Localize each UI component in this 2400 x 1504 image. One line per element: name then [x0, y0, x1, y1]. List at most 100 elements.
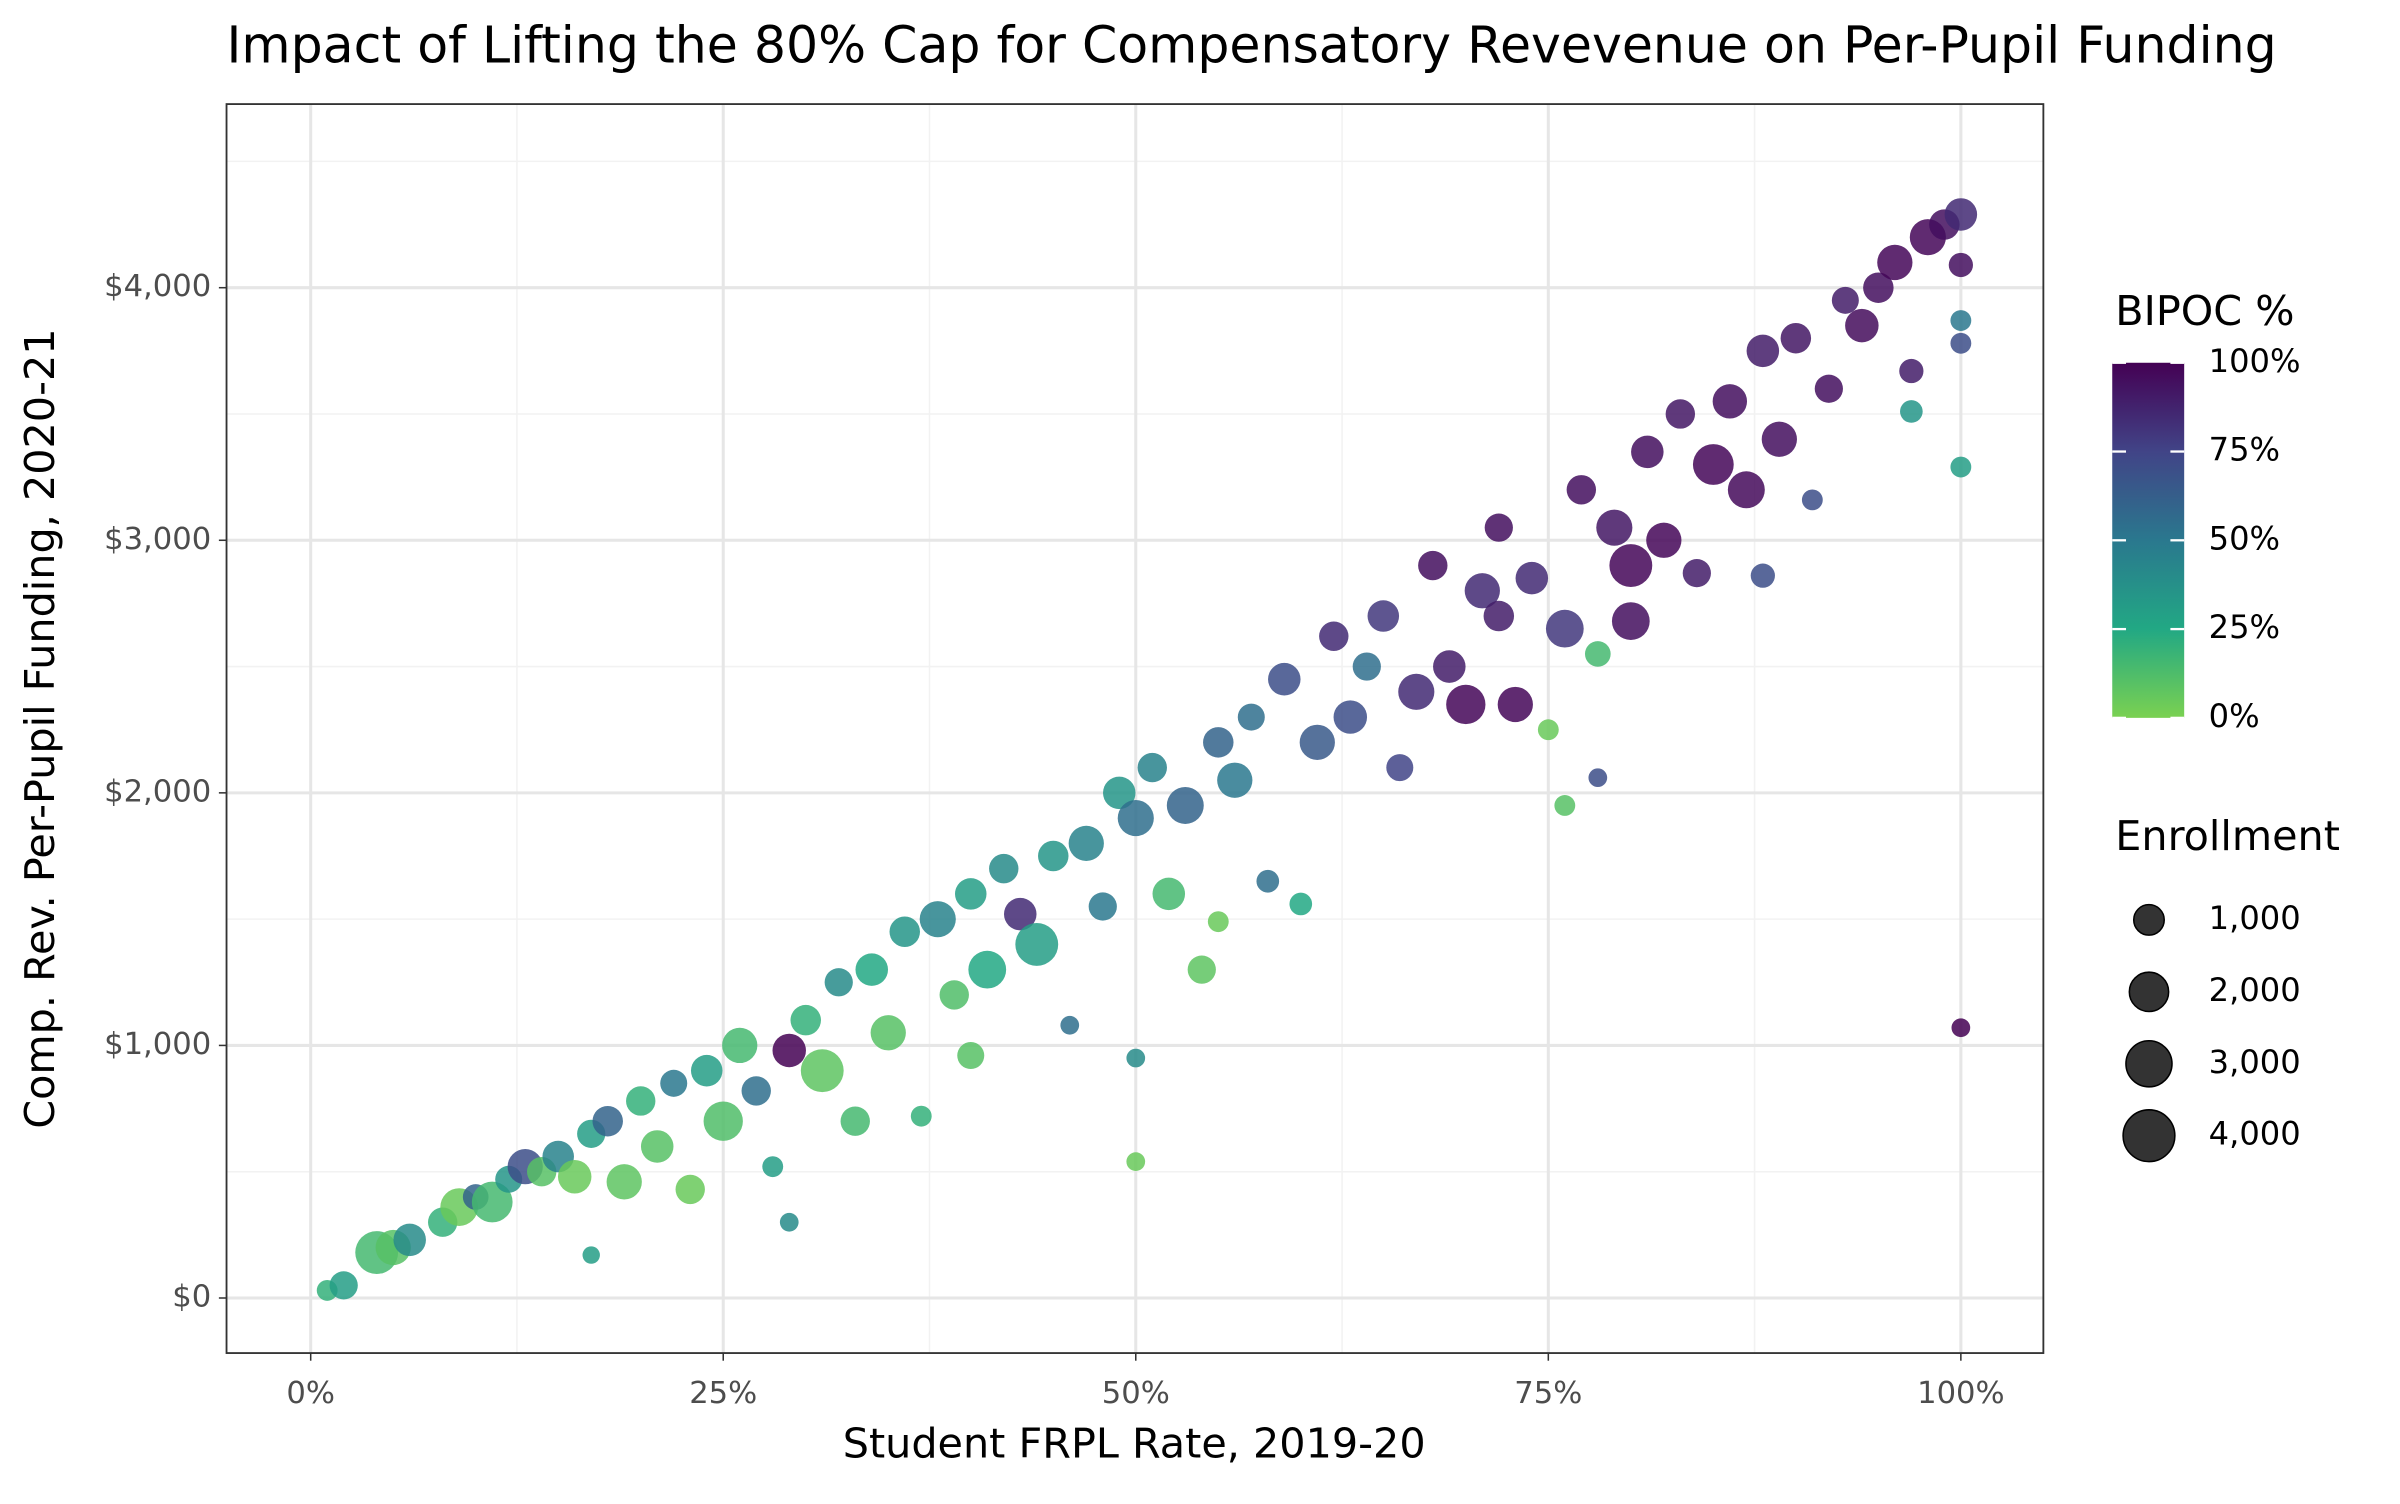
point [1464, 573, 1500, 609]
point [840, 1106, 870, 1136]
point [1433, 650, 1466, 683]
point [1015, 922, 1059, 966]
size-legend-circle [2125, 1039, 2173, 1088]
point [1609, 544, 1653, 587]
point [1831, 286, 1859, 314]
point [557, 1160, 592, 1194]
point [471, 1181, 513, 1223]
point [1333, 700, 1368, 734]
point [1554, 795, 1576, 816]
point [1900, 400, 1923, 423]
point [1386, 754, 1414, 782]
point [954, 878, 987, 910]
point [800, 1049, 844, 1093]
size-legend-circle [2122, 1109, 2176, 1163]
point [1584, 641, 1611, 667]
y-tick-label: $4,000 [104, 269, 211, 304]
point [1217, 762, 1253, 798]
point [1545, 609, 1584, 648]
point [1948, 252, 1973, 278]
point [1950, 456, 1972, 478]
y-tick-label: $2,000 [104, 774, 211, 809]
point [1418, 550, 1448, 581]
point [772, 1033, 806, 1068]
size-legend-label: 3,000 [2209, 1043, 2301, 1081]
point [690, 1054, 723, 1087]
x-tick-label: 25% [689, 1376, 757, 1411]
point [393, 1223, 426, 1257]
point [1319, 621, 1349, 651]
point [1117, 800, 1154, 837]
point [1299, 724, 1335, 760]
point [762, 1156, 784, 1178]
point [1289, 892, 1313, 916]
point [1899, 358, 1924, 384]
chart-title: Impact of Lifting the 80% Cap for Compen… [227, 15, 2277, 74]
point [968, 950, 1007, 989]
color-legend-title: BIPOC % [2115, 287, 2294, 335]
color-legend-label: 0% [2209, 697, 2260, 735]
point [1682, 558, 1711, 588]
point [1398, 673, 1435, 710]
point [660, 1069, 688, 1097]
point [1367, 600, 1400, 632]
y-axis-label: Comp. Rev. Per-Pupil Funding, 2020-21 [16, 328, 64, 1128]
point [741, 1076, 771, 1106]
point [1746, 334, 1780, 368]
size-legend-circle [2128, 971, 2170, 1013]
grid [226, 104, 2044, 1354]
point [1483, 600, 1515, 632]
point [1761, 421, 1797, 457]
point [919, 901, 956, 938]
point [1004, 897, 1037, 931]
point [870, 1015, 906, 1051]
point [1187, 955, 1216, 984]
point [1780, 322, 1812, 354]
point [626, 1086, 656, 1116]
size-legend-label: 2,000 [2209, 971, 2301, 1009]
point [1665, 399, 1696, 429]
point [1484, 513, 1513, 542]
point [722, 1027, 758, 1064]
point [1727, 471, 1765, 509]
point [1068, 825, 1104, 861]
point [1237, 703, 1265, 731]
color-legend-label: 100% [2209, 342, 2301, 380]
point [675, 1174, 705, 1205]
point [1750, 563, 1775, 588]
point [1712, 384, 1748, 419]
point [1137, 752, 1167, 783]
point [1166, 787, 1204, 824]
point [329, 1271, 358, 1300]
point [889, 916, 920, 948]
point [1515, 561, 1549, 595]
point [1814, 374, 1843, 403]
point [640, 1130, 674, 1163]
point [1060, 1015, 1080, 1035]
point [1692, 444, 1734, 485]
point [1596, 509, 1633, 546]
point [1566, 475, 1597, 505]
point [1088, 892, 1117, 921]
point [1268, 662, 1301, 696]
point [1588, 768, 1608, 788]
point [1352, 652, 1381, 681]
size-legend-title: Enrollment [2115, 812, 2340, 860]
size-legend-circle [2132, 903, 2165, 936]
color-legend-label: 50% [2209, 519, 2280, 557]
x-tick-label: 100% [1917, 1376, 2005, 1411]
point [1207, 911, 1229, 933]
color-legend-label: 75% [2209, 431, 2280, 469]
point [1950, 332, 1972, 354]
size-legend-label: 1,000 [2209, 899, 2301, 937]
point [1863, 272, 1894, 303]
point [1203, 727, 1234, 758]
points [316, 198, 1978, 1301]
point [1537, 719, 1559, 741]
point [989, 853, 1019, 884]
point [703, 1101, 743, 1141]
x-axis-label: Student FRPL Rate, 2019-20 [843, 1419, 1426, 1467]
y-tick-label: $0 [172, 1280, 211, 1315]
point [606, 1164, 642, 1200]
